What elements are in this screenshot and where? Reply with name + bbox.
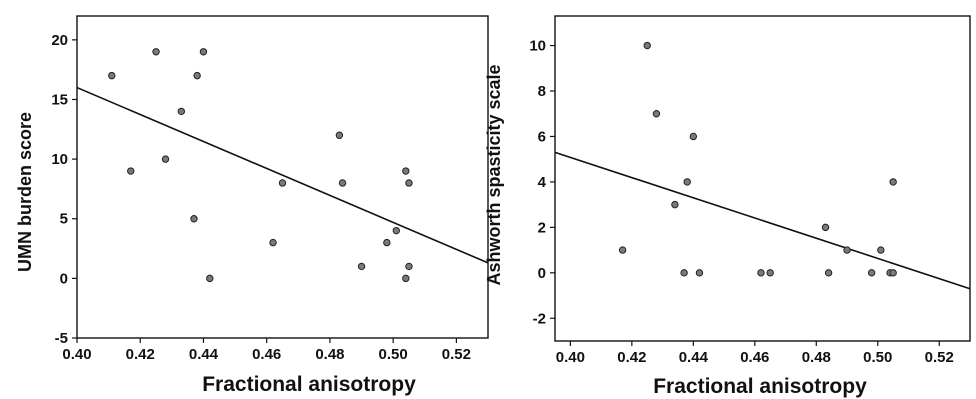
left-data-point bbox=[402, 167, 410, 175]
right-data-point bbox=[757, 269, 765, 277]
left-y-tick-label: 20 bbox=[51, 32, 68, 49]
right-scatter-panel: Fractional anisotropy Ashworth spasticit… bbox=[484, 15, 971, 398]
left-x-tick-label: 0.46 bbox=[252, 346, 281, 363]
right-x-axis-title: Fractional anisotropy bbox=[653, 375, 867, 398]
left-data-point bbox=[383, 238, 391, 247]
right-regression-line bbox=[554, 151, 971, 290]
left-x-tick-label: 0.48 bbox=[315, 346, 344, 363]
right-data-point bbox=[695, 269, 704, 277]
left-x-tick-label: 0.44 bbox=[189, 346, 219, 363]
left-y-axis-title: UMN burden score bbox=[15, 112, 35, 272]
right-data-point bbox=[680, 269, 688, 277]
left-x-tick-label: 0.50 bbox=[379, 346, 408, 363]
left-data-point bbox=[206, 274, 214, 283]
right-data-point bbox=[652, 110, 661, 118]
left-data-point bbox=[392, 226, 401, 235]
right-x-tick-label: 0.46 bbox=[740, 349, 769, 366]
left-data-point bbox=[405, 179, 413, 187]
right-y-tick-label: 2 bbox=[538, 219, 546, 236]
right-x-tick-label: 0.52 bbox=[925, 349, 954, 366]
left-data-point bbox=[357, 262, 366, 271]
left-y-tick-label: 0 bbox=[60, 270, 68, 287]
right-data-point bbox=[618, 246, 627, 254]
right-y-tick-label: 10 bbox=[529, 38, 546, 55]
right-y-tick-label: -2 bbox=[533, 310, 546, 327]
left-data-point bbox=[190, 215, 198, 223]
right-data-point bbox=[877, 246, 885, 254]
left-data-point bbox=[177, 107, 186, 116]
right-data-point bbox=[643, 41, 651, 50]
left-data-point bbox=[199, 48, 208, 56]
left-data-point bbox=[405, 262, 413, 271]
right-y-tick-label: 8 bbox=[538, 83, 546, 100]
right-x-tick-label: 0.50 bbox=[863, 349, 892, 366]
left-data-point bbox=[338, 179, 347, 187]
left-data-point bbox=[127, 167, 135, 175]
right-data-point bbox=[889, 178, 897, 186]
right-plot-frame bbox=[554, 15, 971, 342]
right-data-point bbox=[821, 223, 830, 232]
right-x-tick-label: 0.42 bbox=[617, 349, 646, 366]
right-data-point bbox=[671, 200, 679, 209]
left-plot-frame bbox=[76, 15, 489, 339]
right-data-point bbox=[843, 246, 851, 254]
left-y-tick-label: 10 bbox=[51, 151, 68, 168]
left-data-point bbox=[335, 131, 344, 139]
left-data-point bbox=[269, 238, 277, 247]
left-data-point bbox=[278, 179, 287, 187]
right-x-tick-label: 0.40 bbox=[556, 349, 585, 366]
left-data-point bbox=[108, 71, 116, 80]
left-data-point bbox=[152, 48, 160, 56]
left-data-point bbox=[402, 274, 410, 283]
left-y-tick-label: 15 bbox=[51, 91, 68, 108]
left-x-tick-label: 0.40 bbox=[62, 346, 91, 363]
right-x-tick-label: 0.44 bbox=[679, 349, 709, 366]
right-y-tick-label: 4 bbox=[538, 174, 547, 191]
right-x-tick-label: 0.48 bbox=[802, 349, 831, 366]
left-y-tick-label: 5 bbox=[60, 211, 68, 228]
left-x-tick-label: 0.42 bbox=[126, 346, 155, 363]
left-x-axis-title: Fractional anisotropy bbox=[202, 373, 416, 396]
left-scatter-panel: Fractional anisotropy UMN burden score 0… bbox=[15, 15, 489, 396]
left-data-point bbox=[161, 155, 170, 163]
left-x-tick-label: 0.52 bbox=[442, 346, 471, 363]
right-y-tick-label: 6 bbox=[538, 128, 546, 145]
right-y-tick-label: 0 bbox=[538, 265, 546, 282]
right-data-point bbox=[689, 132, 698, 141]
right-data-point bbox=[867, 269, 876, 277]
left-data-point bbox=[193, 71, 201, 80]
left-regression-line bbox=[76, 86, 489, 264]
right-data-point bbox=[889, 269, 897, 277]
left-y-tick-label: -5 bbox=[55, 330, 68, 347]
right-data-point bbox=[824, 269, 833, 277]
right-y-axis-title: Ashworth spasticity scale bbox=[484, 64, 504, 285]
right-data-point bbox=[683, 178, 691, 186]
right-data-point bbox=[766, 269, 774, 277]
